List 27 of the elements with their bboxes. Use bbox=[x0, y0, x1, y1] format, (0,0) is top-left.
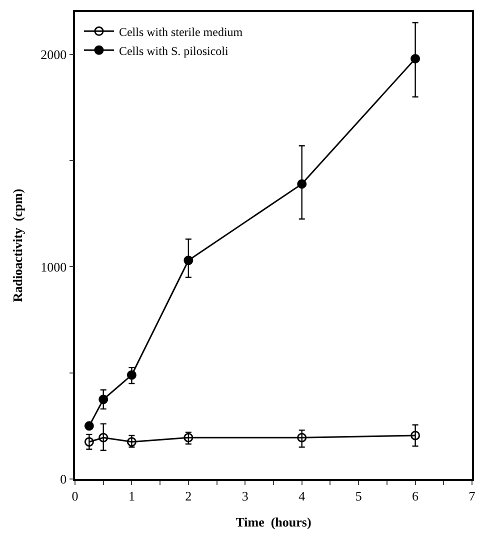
point bbox=[184, 256, 194, 266]
x-axis-title: Time (hours) bbox=[236, 514, 312, 530]
x-tick-label: 2 bbox=[185, 488, 192, 504]
y-axis-title: Radioactivity (cpm) bbox=[10, 188, 26, 302]
point bbox=[98, 394, 108, 404]
point bbox=[297, 179, 307, 189]
x-tick-label: 4 bbox=[298, 488, 306, 504]
x-tick-label: 3 bbox=[242, 488, 248, 504]
y-tick-label: 1000 bbox=[40, 259, 67, 274]
x-tick-label: 1 bbox=[128, 488, 135, 504]
point bbox=[410, 54, 420, 64]
point bbox=[126, 370, 136, 380]
x-tick-label: 7 bbox=[468, 488, 476, 504]
x-tick-label: 5 bbox=[355, 488, 362, 504]
x-tick-label: 0 bbox=[72, 488, 78, 504]
point bbox=[84, 437, 94, 447]
x-tick-label: 6 bbox=[412, 488, 420, 504]
y-tick-label: 2000 bbox=[40, 47, 67, 62]
point bbox=[410, 430, 420, 440]
point bbox=[184, 432, 194, 442]
point bbox=[84, 421, 94, 431]
legend-label: Cells with S. pilosicoli bbox=[118, 44, 229, 58]
y-tick-label: 0 bbox=[60, 472, 67, 487]
point bbox=[126, 437, 136, 447]
point bbox=[98, 432, 108, 442]
point bbox=[297, 432, 307, 442]
legend-label: Cells with sterile medium bbox=[118, 24, 244, 39]
